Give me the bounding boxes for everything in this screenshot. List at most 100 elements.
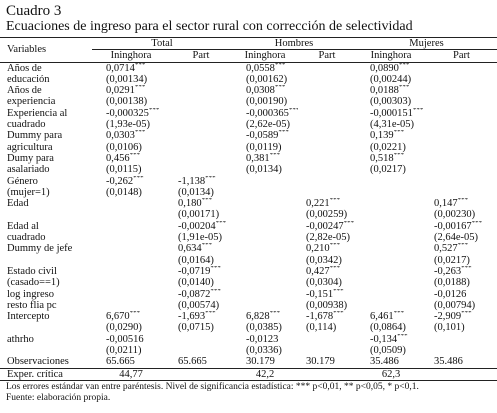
label-line: (mujer=1) [7, 186, 50, 198]
coefficient: -1,693*** [178, 311, 216, 323]
coefficient: -0,000325*** [106, 107, 160, 119]
std-error: (4,31e-05) [370, 119, 415, 131]
label-line: asalariado [7, 164, 50, 176]
coefficient: -1,678*** [306, 311, 344, 323]
cell [426, 130, 497, 153]
coefficient: 0,0890*** [370, 62, 410, 74]
subheader: Ininghora [232, 49, 298, 63]
coefficient: 0,634*** [178, 243, 213, 255]
label-line: Edad al [7, 220, 39, 232]
std-error: (2,62e-05) [246, 119, 291, 131]
cell: -0,151*** (0,00938) [298, 289, 356, 312]
coefficient: -0,0719*** [178, 265, 221, 277]
coefficient: -0,262*** [106, 175, 144, 187]
label-line: Intercepto [7, 311, 50, 323]
subheader: Part [426, 49, 497, 63]
std-error: (1,91e-05) [178, 232, 223, 244]
coefficient: 0,147*** [434, 198, 469, 210]
row-label: athrho [0, 334, 92, 357]
cell: 0,0714*** (0,00134) [92, 62, 170, 85]
cell [232, 221, 298, 244]
cell: -0,00204*** (1,91e-05) [170, 221, 232, 244]
data-row: Dummy de jefe 0,634*** (0,0164) 0,210*** (0,… [0, 243, 497, 266]
std-error: (0,0164) [178, 254, 214, 266]
data-row: Edad 0,180*** (0,00171) 0,221*** (0,00259) 0,… [0, 198, 497, 221]
cell: 30.179 [246, 356, 275, 368]
label-line: cuadrado [7, 232, 46, 244]
row-label: Años de experiencia [0, 85, 92, 108]
coefficient: -0,263*** [434, 265, 472, 277]
std-error: (2,64e-05) [434, 232, 479, 244]
cell: -0,00247*** (2,82e-05) [298, 221, 356, 244]
coefficient: -0,000365*** [246, 107, 298, 119]
cell: 0,0308*** (0,00190) [232, 85, 298, 108]
row-label: Observaciones [7, 356, 69, 368]
coefficient: -2,909*** [434, 311, 472, 323]
coefficient: -0,00167*** [434, 220, 483, 232]
cell: -0,0719*** (0,0140) [170, 266, 232, 289]
coefficient: -0,00247*** [306, 220, 355, 232]
subheader: Ininghora [92, 49, 170, 63]
cell [92, 198, 170, 221]
coefficient: 0,0303*** [106, 130, 146, 142]
coefficient: 0,527*** [434, 243, 469, 255]
cell [356, 243, 426, 266]
cell [426, 367, 497, 381]
cell: -0,00516 (0,0211) [92, 334, 170, 357]
cell: 30.179 [306, 356, 335, 368]
cell [356, 266, 426, 289]
data-row: Años de experiencia 0,0291*** (0,00138) 0,03… [0, 85, 497, 108]
coefficient: 0,221*** [306, 198, 341, 210]
coefficient: -0,0126 [434, 288, 467, 300]
cell [170, 367, 232, 381]
label-line: Dumy para [7, 152, 54, 164]
std-error: (0,114) [306, 322, 337, 334]
coefficient: -0,0589*** [246, 130, 289, 142]
cell [92, 221, 170, 244]
subheader-row: Ininghora Part Ininghora Part Ininghora Part [0, 49, 497, 63]
cell: -0,0872*** (0,00574) [170, 289, 232, 312]
std-error: (0,0211) [106, 345, 142, 357]
std-error: (0,00134) [106, 73, 148, 85]
label-line: resto flia pc [7, 299, 57, 311]
std-error: (0,00190) [246, 96, 288, 108]
coefficient: -0,151*** [306, 288, 344, 300]
group-header: Hombres [232, 36, 356, 51]
coefficient: 0,180*** [178, 198, 213, 210]
group-header: Total [92, 36, 232, 51]
std-error: (0,00938) [306, 299, 348, 311]
subheader: Part [170, 49, 232, 63]
cell [170, 62, 232, 85]
cell: 42,2 [232, 367, 298, 381]
cell [298, 85, 356, 108]
cell [426, 334, 497, 357]
cell [92, 289, 170, 312]
std-error: (0,0221) [370, 141, 406, 153]
cell: 0,180*** (0,00171) [170, 198, 232, 221]
cell [170, 85, 232, 108]
label-line: Dummy para [7, 130, 63, 142]
cell: 0,634*** (0,0164) [170, 243, 232, 266]
notes: Los errores estándar van entre paréntesi… [0, 381, 497, 404]
cell [232, 266, 298, 289]
cell [170, 153, 232, 176]
data-row: Dumy para asalariado 0,456*** (0,0115) 0,381… [0, 153, 497, 176]
coefficient: -0,0872*** [178, 288, 221, 300]
coefficient: -0,00516 [106, 333, 144, 345]
std-error: (0,0115) [106, 164, 142, 176]
std-error: (0,0509) [370, 345, 406, 357]
cell: -0,000325*** (1,93e-05) [92, 108, 170, 131]
row-label: Estado civil (casado==1) [0, 266, 92, 289]
header-variables: Variables [0, 37, 92, 63]
cell: -2,909*** (0,101) [426, 311, 497, 334]
label-line: athrho [7, 333, 34, 345]
label-line: Años de [7, 62, 42, 74]
cell [170, 130, 232, 153]
label-line: cuadrado [7, 119, 46, 131]
row-label: Edad al cuadrado [0, 221, 92, 244]
std-error: (0,0336) [246, 345, 282, 357]
std-error: (0,00574) [178, 299, 220, 311]
cell: -1,138*** (0,0134) [170, 176, 232, 199]
critical-row: Exper. crítica 44,77 42,2 62,3 [0, 367, 497, 381]
